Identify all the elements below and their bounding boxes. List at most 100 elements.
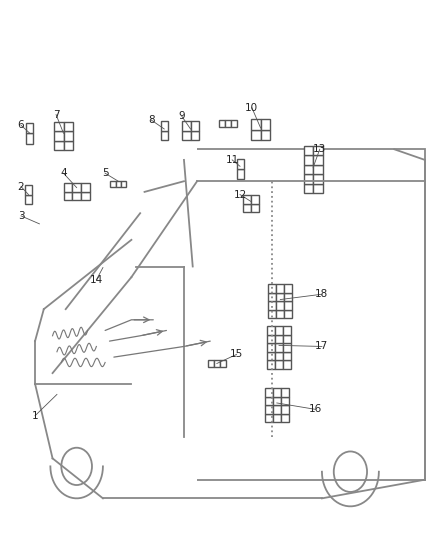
Bar [275, 326, 283, 335]
Bar [54, 122, 64, 131]
Bar [237, 169, 244, 179]
Bar [304, 155, 313, 165]
Bar [304, 174, 313, 184]
Bar [313, 174, 323, 184]
Bar [161, 131, 168, 140]
Bar [275, 335, 283, 343]
Bar [313, 155, 323, 165]
Text: 11: 11 [226, 155, 239, 165]
Bar [267, 326, 275, 335]
Text: 7: 7 [53, 110, 60, 119]
Bar [182, 131, 191, 140]
Bar [304, 146, 313, 155]
Bar [276, 310, 284, 318]
Bar [261, 119, 270, 130]
Bar [281, 414, 289, 422]
Bar [283, 335, 291, 343]
Bar [121, 181, 126, 187]
Bar [265, 397, 273, 405]
Bar [275, 352, 283, 360]
Bar [273, 414, 281, 422]
Bar [26, 123, 33, 133]
Bar [243, 195, 251, 204]
Bar [26, 133, 33, 144]
Bar [237, 159, 244, 169]
Bar [64, 131, 73, 141]
Bar [267, 360, 275, 369]
Text: 2: 2 [18, 182, 25, 191]
Bar [268, 293, 276, 301]
Bar [25, 185, 32, 195]
Text: 4: 4 [60, 168, 67, 178]
Text: 6: 6 [18, 120, 25, 130]
Bar [265, 414, 273, 422]
Bar [251, 130, 261, 140]
Bar [64, 141, 73, 150]
Bar [267, 352, 275, 360]
Bar [273, 397, 281, 405]
Text: 15: 15 [230, 350, 243, 359]
Bar [304, 184, 313, 193]
Bar [54, 131, 64, 141]
Text: 5: 5 [102, 168, 109, 178]
Bar [208, 360, 214, 367]
Bar [275, 343, 283, 352]
Bar [116, 181, 121, 187]
Bar [64, 192, 72, 200]
Text: 10: 10 [245, 103, 258, 112]
Bar [265, 405, 273, 414]
Bar [265, 388, 273, 397]
Bar [219, 120, 225, 127]
Text: 1: 1 [32, 411, 39, 421]
Text: 18: 18 [315, 289, 328, 299]
Text: 9: 9 [178, 111, 185, 121]
Text: 12: 12 [233, 190, 247, 199]
Bar [268, 310, 276, 318]
Bar [231, 120, 237, 127]
Bar [64, 183, 72, 192]
Bar [281, 388, 289, 397]
Bar [275, 360, 283, 369]
Text: 16: 16 [309, 405, 322, 414]
Bar [214, 360, 220, 367]
Text: 3: 3 [18, 211, 25, 221]
Bar [268, 301, 276, 310]
Bar [268, 284, 276, 293]
Bar [284, 301, 292, 310]
Bar [251, 204, 259, 212]
Bar [313, 165, 323, 174]
Bar [72, 183, 81, 192]
Bar [251, 195, 259, 204]
Text: 14: 14 [90, 275, 103, 285]
Bar [243, 204, 251, 212]
Bar [273, 388, 281, 397]
Bar [81, 183, 90, 192]
Bar [261, 130, 270, 140]
Bar [283, 326, 291, 335]
Bar [283, 352, 291, 360]
Bar [110, 181, 116, 187]
Bar [304, 165, 313, 174]
Bar [276, 301, 284, 310]
Text: 13: 13 [313, 144, 326, 154]
Bar [267, 343, 275, 352]
Bar [220, 360, 226, 367]
Bar [54, 141, 64, 150]
Bar [313, 146, 323, 155]
Bar [284, 293, 292, 301]
Bar [313, 184, 323, 193]
Bar [283, 360, 291, 369]
Bar [281, 405, 289, 414]
Bar [191, 131, 199, 140]
Bar [81, 192, 90, 200]
Bar [273, 405, 281, 414]
Bar [276, 284, 284, 293]
Bar [182, 121, 191, 131]
Bar [251, 119, 261, 130]
Text: 8: 8 [148, 115, 155, 125]
Text: 17: 17 [315, 342, 328, 351]
Bar [64, 122, 73, 131]
Bar [161, 121, 168, 131]
Bar [281, 397, 289, 405]
Bar [267, 335, 275, 343]
